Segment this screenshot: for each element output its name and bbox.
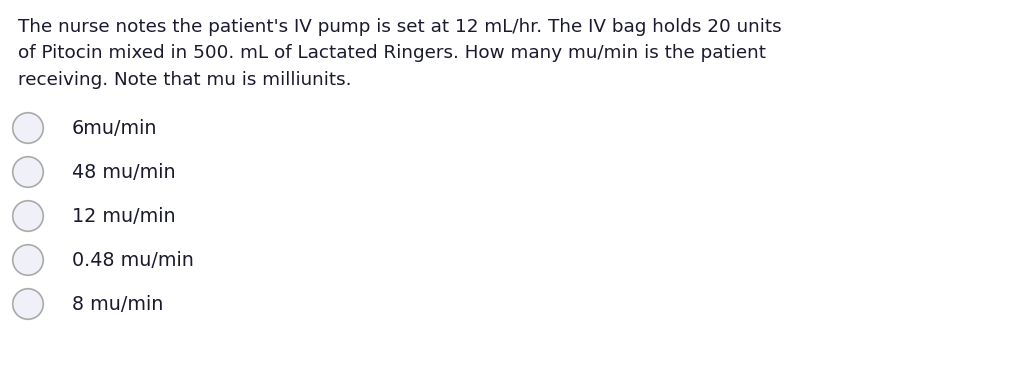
Text: The nurse notes the patient's IV pump is set at 12 mL/hr. The IV bag holds 20 un: The nurse notes the patient's IV pump is… xyxy=(18,18,782,89)
Ellipse shape xyxy=(13,201,44,231)
Text: 48 mu/min: 48 mu/min xyxy=(72,162,176,182)
Ellipse shape xyxy=(13,157,44,187)
Ellipse shape xyxy=(13,245,44,275)
Text: 8 mu/min: 8 mu/min xyxy=(72,295,164,314)
Ellipse shape xyxy=(13,289,44,319)
Text: 0.48 mu/min: 0.48 mu/min xyxy=(72,250,194,270)
Ellipse shape xyxy=(13,113,44,143)
Text: 12 mu/min: 12 mu/min xyxy=(72,206,176,226)
Text: 6mu/min: 6mu/min xyxy=(72,118,158,137)
